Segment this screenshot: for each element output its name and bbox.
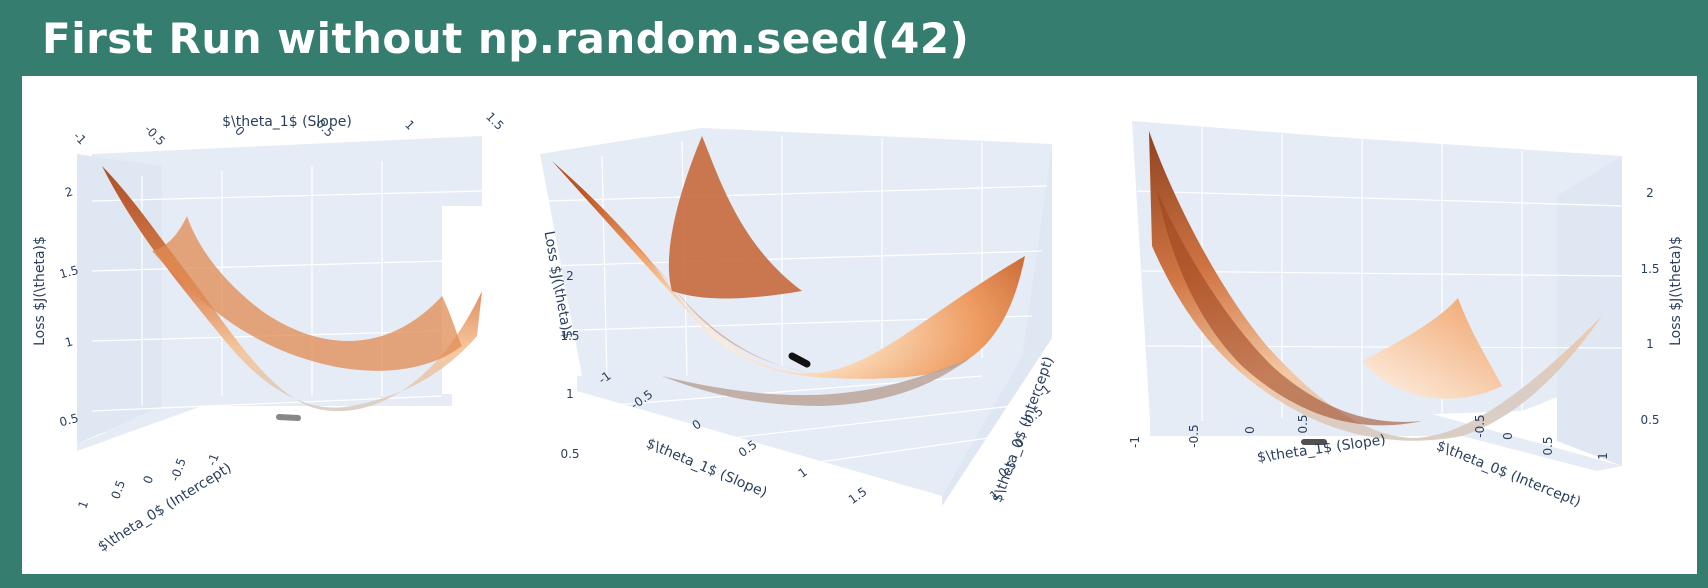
chart-1-z-tick: 2	[63, 184, 74, 200]
chart-1-x-tick: 1	[402, 118, 417, 133]
chart-3-y-axis-title: $\theta_0$ (Intercept)	[1434, 438, 1583, 511]
chart-2-surface-front	[662, 358, 970, 406]
chart-1-x-axis-title: $\theta_1$ (Slope)	[222, 114, 352, 130]
chart-3: -1 -0.5 0 0.5 -0.5 0 0.5 1 0.5 1 1.5 2 $\theta_1$ (S…	[1128, 121, 1684, 511]
chart-3-surface-far	[1362, 298, 1502, 399]
chart-3-z-axis-title: Loss $J(\theta)$	[1668, 236, 1684, 346]
chart-1-descent-path	[276, 414, 301, 421]
chart-3-x-tick: -1	[1128, 436, 1142, 448]
chart-1-floor-pane	[77, 394, 452, 451]
chart-3-y-tick: 0.5	[1541, 436, 1555, 455]
chart-2-z-tick: 1	[566, 387, 574, 401]
chart-2-surface-back	[668, 136, 802, 299]
chart-3-surface-ridge	[1157, 191, 1422, 426]
chart-3-z-tick: 1.5	[1640, 262, 1659, 276]
chart-1-y-tick: 0	[140, 474, 156, 486]
chart-3-y-tick: 1	[1596, 452, 1610, 460]
chart-3-side-pane	[1557, 156, 1622, 466]
chart-3-z-tick: 1	[1646, 337, 1654, 351]
chart-2-descent-path	[788, 352, 811, 368]
chart-3-x-axis-title: $\theta_1$ (Slope)	[1256, 432, 1387, 466]
chart-3-x-tick: 0.5	[1296, 414, 1310, 433]
chart-3-x-tick: 0	[1243, 426, 1257, 434]
chart-1-y-axis-title: $\theta_0$ (Intercept)	[95, 460, 234, 555]
chart-2: -1-0.500.511.5-1-0.500.510.511.52$\theta…	[540, 128, 1057, 507]
chart-3-floor-pane	[1150, 414, 1622, 471]
chart-3-y-tick: -0.5	[1473, 414, 1487, 437]
chart-1-x-tick: -0.5	[142, 122, 168, 148]
page-title: First Run without np.random.seed(42)	[42, 14, 970, 63]
chart-3-z-tick: 2	[1646, 186, 1654, 200]
chart-1-y-tick: -0.5	[168, 456, 189, 483]
plot-panel: -1 -0.5 0 0.5 1 1.5 1 0.5 0 -0.5 -1 0.5 1 1.5 2 $\theta…	[22, 76, 1697, 574]
chart-2-x-tick: 1	[796, 465, 810, 481]
plots-svg: -1 -0.5 0 0.5 1 1.5 1 0.5 0 -0.5 -1 0.5 1 1.5 2 $\theta…	[32, 109, 1684, 555]
chart-1-x-tick: 1.5	[483, 109, 506, 132]
chart-2-floor-pane	[577, 356, 1022, 496]
chart-1-z-tick: 1.5	[58, 263, 80, 281]
chart-1-x-tick: -1	[71, 129, 89, 147]
chart-3-x-tick: -0.5	[1187, 424, 1201, 447]
chart-1-y-tick: -1	[205, 452, 222, 468]
chart-2-z-tick: 2	[566, 269, 574, 283]
chart-1-z-tick: 1	[63, 334, 74, 350]
chart-1-y-tick: 0.5	[108, 478, 128, 501]
chart-2-side-pane	[942, 144, 1052, 506]
chart-2-z-tick: 1.5	[560, 329, 579, 343]
chart-3-z-tick: 0.5	[1640, 413, 1659, 427]
chart-1-y-tick: 1	[75, 499, 91, 511]
chart-2-z-tick: 0.5	[560, 447, 579, 461]
chart-1: -1 -0.5 0 0.5 1 1.510.5 0 -0.5 -10.511.52$\theta…	[32, 109, 507, 555]
chart-1-z-axis-title: Loss $J(\theta)$	[32, 236, 48, 346]
chart-1-surface-upper	[152, 216, 462, 371]
chart-3-y-tick: 0	[1501, 432, 1515, 440]
chart-1-z-tick: 0.5	[58, 411, 80, 429]
chart-2-x-tick: 1.5	[846, 485, 870, 507]
